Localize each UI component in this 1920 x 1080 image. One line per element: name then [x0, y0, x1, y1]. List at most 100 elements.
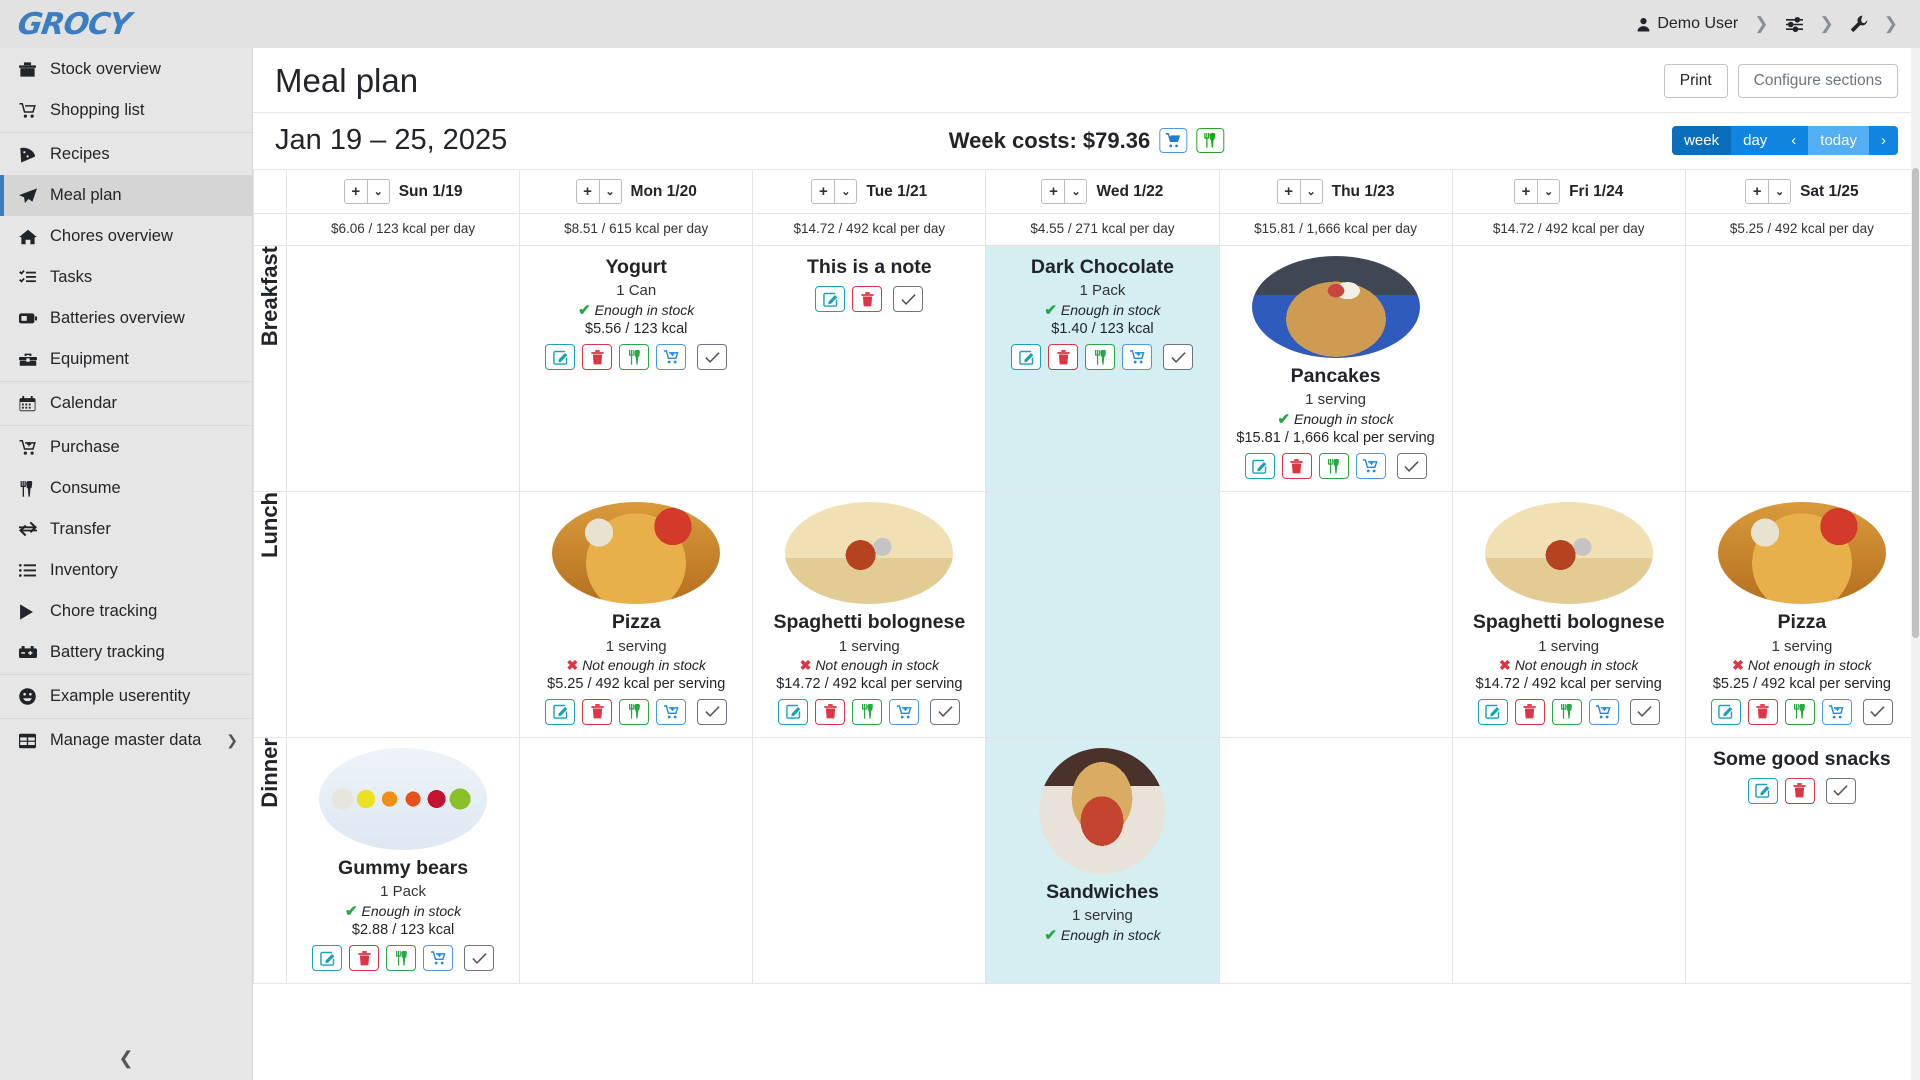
done-button[interactable] — [893, 286, 924, 312]
done-button[interactable] — [1825, 777, 1856, 804]
nav-day-button[interactable]: day — [1731, 126, 1780, 155]
meal-cell-1-2[interactable]: Spaghetti bolognese 1 serving ✖ Not enough … — [752, 491, 987, 738]
add-meal-plan-entry-button-0[interactable]: + — [343, 179, 367, 204]
done-button[interactable] — [1163, 344, 1194, 371]
add-to-shopping-list-button[interactable] — [656, 344, 687, 371]
consume-button[interactable] — [1318, 453, 1349, 480]
add-meal-plan-entry-button-3[interactable]: + — [1041, 179, 1065, 204]
chevron-right-icon[interactable]: ❯ — [226, 732, 238, 748]
meal-cell-0-0[interactable] — [286, 244, 521, 493]
tools-menu[interactable] — [1844, 11, 1874, 37]
sidebar-item-consume[interactable]: Consume — [0, 468, 252, 509]
add-meal-plan-entry-button-2[interactable]: + — [811, 179, 835, 204]
consume-button[interactable] — [852, 698, 883, 725]
delete-button[interactable] — [1281, 453, 1312, 480]
delete-button[interactable] — [852, 286, 883, 312]
sidebar-item-chores-overview[interactable]: Chores overview — [0, 216, 252, 257]
tools-menu-chevron-icon[interactable]: ❯ — [1883, 14, 1898, 33]
settings-menu-chevron-icon[interactable]: ❯ — [1819, 14, 1834, 33]
meal-cell-1-0[interactable] — [286, 491, 521, 738]
meal-cell-2-4[interactable] — [1218, 736, 1453, 985]
add-meal-plan-entry-button-4[interactable]: + — [1276, 179, 1300, 204]
sidebar-item-batteries-overview[interactable]: Batteries overview — [0, 298, 252, 339]
nav-week-button[interactable]: week — [1672, 126, 1732, 155]
sidebar-item-meal-plan[interactable]: Meal plan — [0, 175, 252, 216]
add-to-shopping-list-button[interactable] — [1122, 344, 1153, 371]
delete-button[interactable] — [1747, 698, 1778, 725]
consume-button[interactable] — [386, 945, 417, 972]
meal-cell-2-0[interactable]: Gummy bears 1 Pack ✔ Enough in stock $2.88 /… — [286, 736, 521, 985]
edit-button[interactable] — [815, 286, 846, 312]
nav-today-button[interactable]: today — [1808, 126, 1869, 155]
sidebar-item-stock-overview[interactable]: Stock overview — [0, 49, 252, 90]
add-to-shopping-list-button[interactable] — [1355, 453, 1386, 480]
meal-cell-0-3[interactable]: Dark Chocolate 1 Pack ✔ Enough in stock $1.4… — [985, 244, 1220, 493]
nav-prev-button[interactable]: ‹ — [1779, 126, 1809, 155]
add-entry-dropdown-button-3[interactable]: ⌄ — [1064, 179, 1088, 204]
meal-cell-2-1[interactable] — [519, 736, 754, 985]
edit-button[interactable] — [545, 344, 576, 371]
delete-button[interactable] — [349, 945, 380, 972]
nav-next-button[interactable]: › — [1869, 126, 1898, 155]
done-button[interactable] — [697, 698, 728, 725]
delete-button[interactable] — [1514, 698, 1545, 725]
meal-cell-2-5[interactable] — [1451, 736, 1686, 985]
sidebar-item-manage-master-data[interactable]: Manage master data ❯ — [0, 720, 252, 761]
add-entry-dropdown-button-6[interactable]: ⌄ — [1768, 179, 1792, 204]
meal-cell-1-1[interactable]: Pizza 1 serving ✖ Not enough in stock $5.25 … — [519, 491, 754, 738]
page-scrollbar-thumb[interactable] — [1912, 168, 1919, 638]
meal-cell-1-5[interactable]: Spaghetti bolognese 1 serving ✖ Not enough … — [1451, 491, 1686, 738]
sidebar-item-purchase[interactable]: Purchase — [0, 427, 252, 468]
sidebar-item-shopping-list[interactable]: Shopping list — [0, 90, 252, 131]
meal-cell-1-4[interactable] — [1218, 491, 1453, 738]
add-meal-plan-entry-button-6[interactable]: + — [1745, 179, 1769, 204]
delete-button[interactable] — [582, 698, 613, 725]
done-button[interactable] — [697, 344, 728, 371]
sidebar-item-example-userentity[interactable]: Example userentity — [0, 676, 252, 717]
sidebar-item-calendar[interactable]: Calendar — [0, 383, 252, 424]
sidebar-item-chore-tracking[interactable]: Chore tracking — [0, 591, 252, 632]
edit-button[interactable] — [1244, 453, 1275, 480]
consume-button[interactable] — [1085, 344, 1116, 371]
delete-button[interactable] — [815, 698, 846, 725]
meal-cell-2-3[interactable]: Sandwiches 1 serving ✔ Enough in stock — [985, 736, 1220, 985]
edit-button[interactable] — [312, 945, 343, 972]
sidebar-item-equipment[interactable]: Equipment — [0, 339, 252, 380]
delete-button[interactable] — [1784, 777, 1815, 804]
sidebar-collapse-button[interactable]: ❮ — [118, 1047, 134, 1068]
sidebar-item-transfer[interactable]: Transfer — [0, 509, 252, 550]
sidebar-item-recipes[interactable]: Recipes — [0, 134, 252, 175]
app-logo[interactable]: GROCY — [15, 6, 133, 42]
user-menu[interactable]: Demo User — [1630, 11, 1744, 37]
done-button[interactable] — [1396, 453, 1427, 480]
edit-button[interactable] — [778, 698, 809, 725]
done-button[interactable] — [464, 945, 495, 972]
consume-button[interactable] — [1551, 698, 1582, 725]
delete-button[interactable] — [582, 344, 613, 371]
edit-button[interactable] — [1747, 777, 1778, 804]
page-scrollbar[interactable] — [1911, 48, 1920, 1080]
meal-cell-1-3[interactable] — [985, 491, 1220, 738]
consume-button[interactable] — [619, 698, 650, 725]
done-button[interactable] — [1862, 698, 1893, 725]
meal-cell-0-6[interactable] — [1684, 244, 1920, 493]
add-meal-plan-entry-button-1[interactable]: + — [575, 179, 599, 204]
edit-button[interactable] — [1477, 698, 1508, 725]
edit-button[interactable] — [1710, 698, 1741, 725]
add-entry-dropdown-button-1[interactable]: ⌄ — [598, 179, 622, 204]
add-to-shopping-list-button[interactable] — [1588, 698, 1619, 725]
add-to-shopping-list-button[interactable] — [1821, 698, 1852, 725]
configure-sections-button[interactable]: Configure sections — [1737, 64, 1898, 98]
sidebar-item-tasks[interactable]: Tasks — [0, 257, 252, 298]
add-to-shopping-list-button[interactable] — [656, 698, 687, 725]
meal-cell-0-1[interactable]: Yogurt 1 Can ✔ Enough in stock $5.56 / 123 k… — [519, 244, 754, 493]
delete-button[interactable] — [1048, 344, 1079, 371]
add-to-shopping-list-button[interactable] — [889, 698, 920, 725]
edit-button[interactable] — [545, 698, 576, 725]
add-entry-dropdown-button-4[interactable]: ⌄ — [1299, 179, 1323, 204]
settings-menu[interactable] — [1779, 12, 1810, 37]
meal-cell-0-4[interactable]: Pancakes 1 serving ✔ Enough in stock $15.81 … — [1218, 244, 1453, 493]
sidebar-item-inventory[interactable]: Inventory — [0, 550, 252, 591]
add-to-shopping-list-button[interactable] — [423, 945, 454, 972]
sidebar-item-battery-tracking[interactable]: Battery tracking — [0, 632, 252, 673]
